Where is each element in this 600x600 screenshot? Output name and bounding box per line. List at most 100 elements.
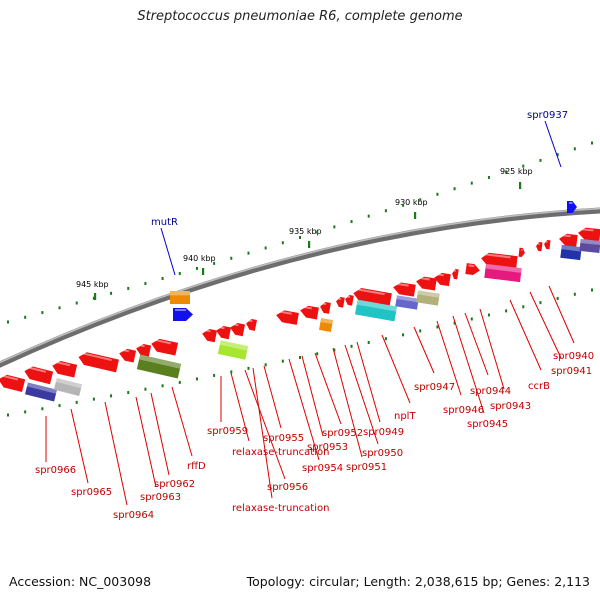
gene-arrow bbox=[345, 295, 354, 306]
feature-box bbox=[136, 354, 182, 379]
leader-line bbox=[509, 299, 542, 371]
gene-label: spr0940 bbox=[553, 351, 594, 362]
gene-label: ccrB bbox=[528, 381, 550, 392]
scale-ticks: 945 kbp 940 kbp 935 kbp 930 kbp 925 kbp bbox=[76, 167, 533, 300]
leader-line bbox=[529, 291, 562, 359]
accession-text: Accession: NC_003098 bbox=[9, 574, 152, 589]
gene-label: spr0946 bbox=[443, 405, 484, 416]
gene-arrow bbox=[336, 297, 345, 308]
gene-arrow bbox=[544, 239, 551, 250]
leader-line bbox=[413, 326, 435, 374]
scale-tick-label: 925 kbp bbox=[500, 167, 533, 176]
gene-arrow bbox=[0, 374, 26, 392]
leader-line bbox=[288, 358, 320, 461]
top-gene-label: spr0937 bbox=[527, 110, 568, 121]
topology-text: Topology: circular; Length: 2,038,615 bp… bbox=[246, 574, 590, 589]
gene-label: spr0952 bbox=[322, 428, 363, 439]
scale-tick-mark bbox=[94, 293, 97, 300]
scale-tick-label: 935 kbp bbox=[289, 227, 322, 236]
gene-arrow bbox=[434, 272, 451, 287]
gene-arrow bbox=[276, 310, 299, 325]
leader-line bbox=[104, 401, 128, 506]
gene-label: spr0943 bbox=[490, 401, 531, 412]
gene-arrow bbox=[518, 247, 525, 258]
gene-arrow bbox=[300, 305, 319, 320]
leader-line bbox=[171, 386, 193, 457]
gene-arrow bbox=[24, 366, 54, 385]
gene-arrow bbox=[452, 269, 459, 280]
top-leader-line bbox=[544, 120, 562, 168]
leader-line bbox=[263, 365, 282, 429]
gene-labels: spr0966 spr0965 spr0964 spr0963 spr0962 rffD s… bbox=[35, 110, 594, 521]
gene-label: spr0964 bbox=[113, 510, 154, 521]
leader-line bbox=[356, 341, 381, 423]
scale-tick-label: 945 kbp bbox=[76, 280, 109, 289]
gene-arrow bbox=[52, 360, 78, 378]
top-leader-line bbox=[160, 227, 176, 276]
scale-tick-label: 930 kbp bbox=[395, 198, 428, 207]
gene-arrow bbox=[567, 201, 577, 213]
feature-box bbox=[560, 244, 582, 261]
genome-backbone bbox=[0, 207, 600, 368]
gene-arrow bbox=[559, 233, 578, 248]
gene-arrow bbox=[353, 288, 392, 307]
feature-box bbox=[217, 340, 249, 360]
leader-line bbox=[252, 367, 273, 499]
scale-tick-label: 940 kbp bbox=[183, 254, 216, 263]
gene-label: spr0945 bbox=[467, 419, 508, 430]
gene-arrow bbox=[202, 328, 218, 343]
gene-arrow bbox=[416, 276, 437, 291]
gene-arrow bbox=[119, 348, 137, 363]
gene-label: spr0953 bbox=[307, 442, 348, 453]
feature-box bbox=[395, 295, 419, 310]
feature-box bbox=[484, 263, 522, 283]
leader-line bbox=[332, 347, 363, 458]
gene-arrow bbox=[78, 352, 119, 373]
feature-box bbox=[24, 382, 58, 402]
gene-features bbox=[0, 201, 600, 402]
gene-label: spr0966 bbox=[35, 465, 76, 476]
gene-label: spr0962 bbox=[154, 479, 195, 490]
gene-arrow bbox=[246, 319, 257, 331]
map-title: Streptococcus pneumoniae R6, complete ge… bbox=[137, 9, 463, 24]
gene-arrow bbox=[136, 343, 152, 358]
leader-line bbox=[464, 312, 489, 376]
gene-label: spr0965 bbox=[71, 487, 112, 498]
feature-box bbox=[416, 290, 440, 306]
gene-label: nplT bbox=[394, 411, 416, 422]
scale-tick-mark bbox=[308, 241, 311, 248]
leader-line bbox=[344, 344, 379, 445]
scale-tick-mark bbox=[202, 268, 205, 275]
gene-label: spr0963 bbox=[140, 492, 181, 503]
gene-label: relaxase-truncation bbox=[232, 503, 329, 514]
gene-arrow bbox=[578, 227, 600, 242]
gene-label: spr0955 bbox=[263, 433, 304, 444]
leader-line bbox=[452, 315, 485, 414]
leader-line bbox=[230, 372, 250, 442]
gene-label: spr0941 bbox=[551, 366, 592, 377]
gene-label: spr0951 bbox=[346, 462, 387, 473]
leader-line bbox=[135, 396, 157, 488]
leader-line bbox=[381, 334, 411, 404]
gene-arrow bbox=[151, 338, 179, 356]
gene-arrow bbox=[173, 308, 193, 321]
gene-label: rffD bbox=[187, 461, 206, 472]
leader-line bbox=[70, 408, 89, 484]
feature-box bbox=[355, 299, 397, 322]
gene-label: spr0947 bbox=[414, 382, 455, 393]
leader-line bbox=[150, 392, 170, 476]
label-leaders bbox=[45, 120, 575, 506]
gene-arrow bbox=[216, 325, 232, 340]
gene-label: spr0954 bbox=[302, 463, 343, 474]
feature-box bbox=[579, 238, 600, 254]
top-gene-label: mutR bbox=[151, 217, 178, 228]
feature-box bbox=[319, 318, 333, 332]
leader-line bbox=[548, 285, 575, 344]
gene-arrow bbox=[536, 241, 543, 252]
leader-line bbox=[301, 355, 324, 437]
leader-line bbox=[436, 320, 462, 396]
scale-tick-mark bbox=[414, 212, 417, 219]
leader-line bbox=[314, 352, 342, 425]
feature-box bbox=[53, 378, 83, 396]
